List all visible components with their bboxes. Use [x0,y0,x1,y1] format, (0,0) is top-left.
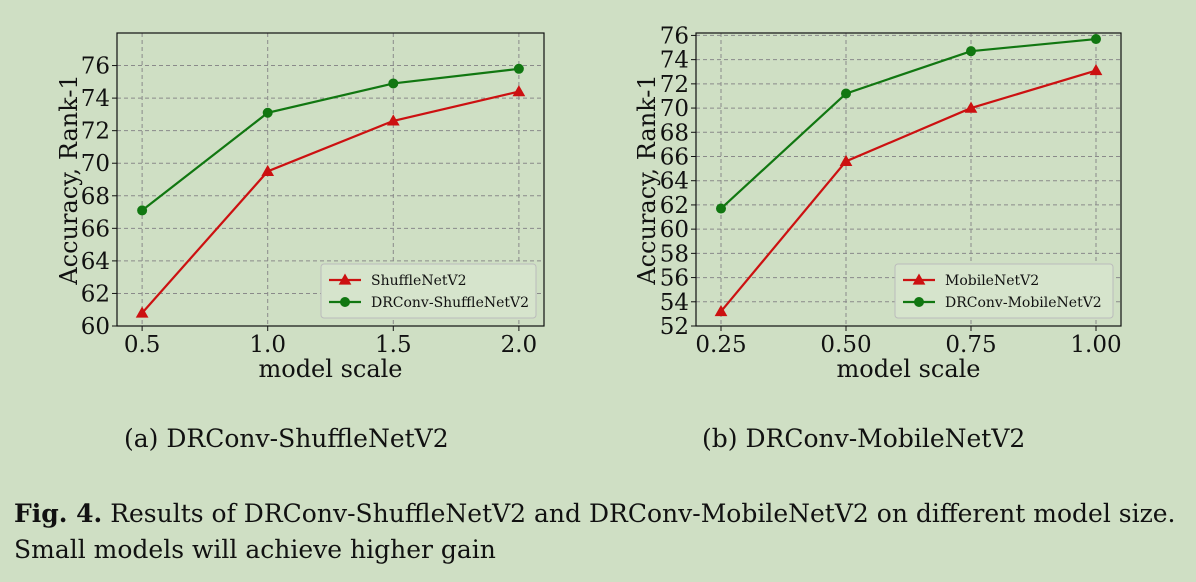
figure-caption-text: Results of DRConv-ShuffleNetV2 and DRCon… [14,499,1176,564]
y-tick-label: 58 [660,241,689,267]
data-point [388,78,399,89]
legend-marker [340,297,350,307]
y-axis-label: Accuracy, Rank-1 [633,74,661,285]
data-point [714,304,728,317]
data-point [262,107,273,118]
figure-caption: Fig. 4. Results of DRConv-ShuffleNetV2 a… [14,496,1184,568]
legend-label: MobileNetV2 [945,273,1039,289]
series-mobilenetv2 [714,64,1103,317]
x-tick-label: 1.0 [249,332,286,358]
legend-box [320,263,537,319]
x-tick-label: 1.5 [375,332,412,358]
legend-label: DRConv-ShuffleNetV2 [371,295,529,311]
subcaption-a: (a) DRConv-ShuffleNetV2 [124,424,449,453]
data-point [839,154,853,166]
y-tick-label: 74 [81,86,110,112]
y-tick-label: 68 [81,184,110,210]
y-tick-label: 64 [660,169,689,195]
x-axis-label: model scale [836,355,980,383]
series-shufflenetv2 [135,85,526,318]
legend-marker [914,297,924,307]
series-drconv-mobilenetv2 [716,34,1101,214]
y-tick-label: 52 [660,314,689,340]
y-tick-label: 60 [81,314,110,340]
y-tick-label: 70 [81,151,110,177]
x-tick-label: 0.75 [945,332,996,358]
data-point [137,205,148,216]
y-tick-label: 72 [81,119,110,145]
y-tick-label: 72 [660,72,689,98]
y-tick-label: 62 [81,281,110,307]
y-tick-label: 68 [660,120,689,146]
y-tick-label: 56 [660,266,689,292]
y-axis-label: Accuracy, Rank-1 [55,74,83,285]
series-drconv-shufflenetv2 [137,63,524,216]
data-point [841,88,851,99]
data-point [135,306,149,318]
x-tick-label: 1.00 [1070,332,1121,358]
x-tick-label: 0.50 [820,332,871,358]
series-line [720,69,1097,313]
legend-marker [912,273,926,285]
plot-frame [116,32,545,327]
chart-a: 60 62 64 66 68 70 72 74 76 0.5 1.0 1.5 2.0 model scal… [55,32,545,383]
x-axis-label: model scale [258,355,402,383]
plot-frame [695,32,1122,327]
legend-label: ShuffleNetV2 [371,273,467,289]
data-point [964,101,978,113]
y-tick-label: 76 [660,23,689,49]
legend-label: DRConv-MobileNetV2 [945,295,1102,311]
y-tick-label: 66 [660,144,689,170]
x-tick-label: 0.25 [695,332,746,358]
data-point [261,164,275,176]
x-tick-label: 2.0 [501,332,538,358]
y-tick-label: 76 [81,54,110,80]
subcaption-b: (b) DRConv-MobileNetV2 [702,424,1026,453]
data-point [1089,64,1103,76]
data-point [1091,34,1101,45]
y-tick-label: 74 [660,48,689,74]
y-tick-label: 64 [81,249,110,275]
legend: ShuffleNetV2 DRConv-ShuffleNetV2 [320,263,537,319]
data-point [512,85,526,97]
data-point [716,203,726,214]
y-tick-label: 62 [660,193,689,219]
x-tick-label: 0.5 [124,332,161,358]
legend-marker [338,273,352,285]
y-tick-label: 70 [660,96,689,122]
y-tick-label: 60 [660,217,689,243]
y-tick-label: 54 [660,290,689,316]
y-tick-label: 66 [81,216,110,242]
data-point [513,63,524,74]
series-line [141,90,520,314]
series-line [141,67,520,212]
legend-box [894,263,1114,319]
legend: MobileNetV2 DRConv-MobileNetV2 [894,263,1114,319]
data-point [966,46,976,57]
series-line [720,37,1097,210]
figure-caption-label: Fig. 4. [14,499,103,528]
data-point [386,114,400,126]
